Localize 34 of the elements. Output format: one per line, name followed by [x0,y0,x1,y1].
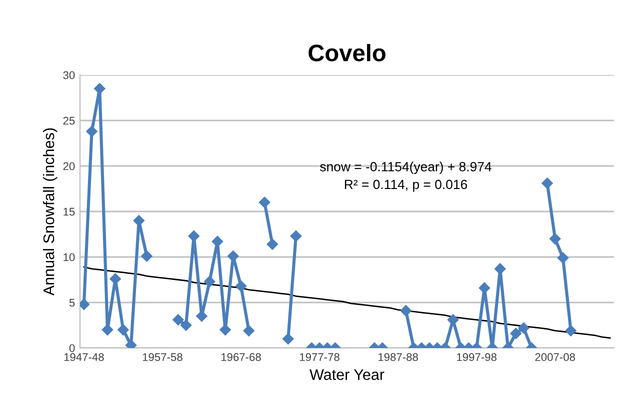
point [212,236,224,248]
chart-title: Covelo [308,44,386,62]
point [494,263,506,274]
point [141,250,152,262]
y-tick-label: 10 [64,253,75,262]
point [133,214,145,226]
y-tick-label: 15 [64,208,75,216]
point [557,252,569,264]
x-tick-label: 1987-88 [378,353,418,362]
point [235,280,247,292]
y-tick-label: 5 [69,298,75,307]
annotation: snow = -0.1154(year) + 8.974 [320,162,492,174]
x-tick-label: 1977-78 [300,353,340,362]
x-tick-label: 1967-68 [221,353,261,362]
point [110,273,121,284]
annotation: R² = 0.114, p = 0.016 [344,180,468,192]
point [228,250,239,262]
line-series [83,266,611,339]
y-tick-label: 20 [63,162,75,170]
point [549,233,561,244]
point [266,238,278,250]
point [204,276,216,288]
y-tick-label: 0 [69,344,75,352]
y-tick-label: 30 [63,71,75,80]
point [290,230,302,242]
x-tick-label: 1997-98 [457,353,496,362]
x-axis-title: Water Year [310,369,384,380]
x-tick-label: 1957-58 [142,353,182,362]
x-tick-label: 1947-48 [64,353,104,362]
point [188,230,200,242]
y-axis-title: Annual Snowfall (inches) [42,128,58,296]
y-tick-label: 25 [63,116,75,125]
point [258,196,270,208]
x-tick-label: 2007-08 [535,353,576,362]
